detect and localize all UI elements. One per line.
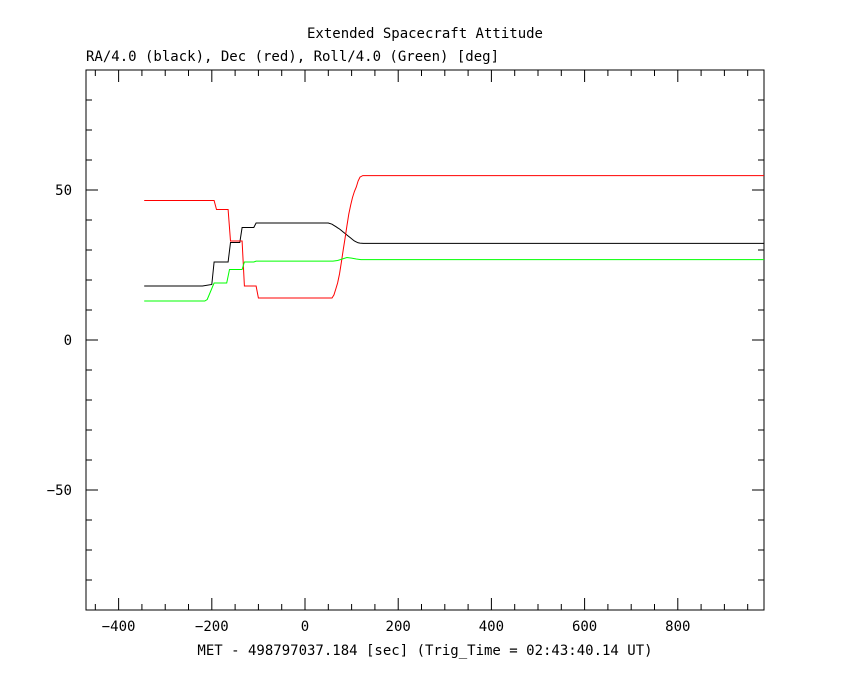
x-tick-label: −400 (102, 619, 136, 635)
x-tick-label: 400 (479, 619, 504, 635)
series-dec-line (144, 175, 764, 299)
series-ra-line (144, 222, 764, 287)
chart-subtitle: RA/4.0 (black), Dec (red), Roll/4.0 (Gre… (86, 49, 499, 65)
y-tick-label: −50 (47, 483, 72, 499)
x-tick-label: 800 (665, 619, 690, 635)
x-axis-label: MET - 498797037.184 [sec] (Trig_Time = 0… (197, 643, 652, 659)
chart-title: Extended Spacecraft Attitude (307, 26, 543, 42)
x-tick-label: 0 (301, 619, 309, 635)
x-tick-label: −200 (195, 619, 229, 635)
plot-frame (85, 69, 765, 611)
y-tick-label: 0 (64, 333, 72, 349)
series-roll-line (144, 256, 764, 302)
series-layer (144, 175, 764, 302)
x-tick-label: 600 (572, 619, 597, 635)
x-tick-label: 200 (386, 619, 411, 635)
axis-ticks (86, 69, 764, 611)
y-tick-label: 50 (55, 183, 72, 199)
tick-labels: −400 −200 0 200 400 600 800 −50 0 50 (47, 183, 691, 635)
